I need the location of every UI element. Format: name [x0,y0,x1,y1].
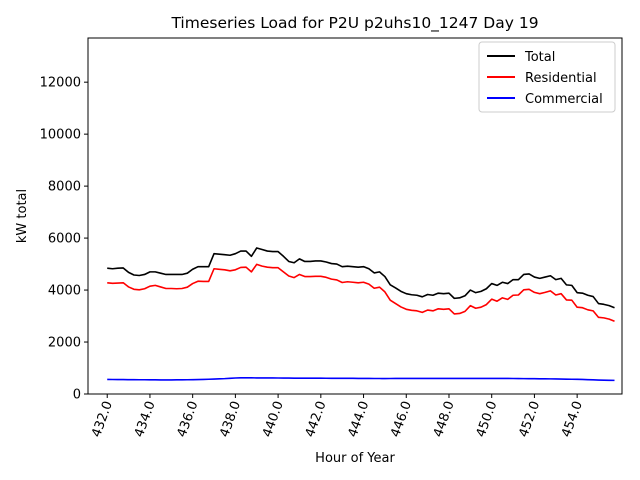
y-axis-label: kW total [15,189,30,243]
legend: Total Residential Commercial [478,41,616,113]
series-line-commercial [107,376,615,382]
x-tick-label: 450.0 [474,399,501,439]
x-axis-label: Hour of Year [315,451,395,466]
chart-title: Timeseries Load for P2U p2uhs10_1247 Day… [170,14,538,33]
y-tick-label: 0 [73,388,81,403]
x-tick-label: 448.0 [431,399,458,439]
x-tick-label: 440.0 [260,399,287,439]
legend-label-commercial: Commercial [525,92,603,107]
x-tick-label: 442.0 [303,399,330,439]
legend-label-residential: Residential [525,71,597,86]
x-tick-label: 436.0 [175,399,202,439]
series-line-residential [107,263,615,322]
y-tick-label: 2000 [48,336,81,351]
legend-label-total: Total [524,50,555,65]
x-tick-label: 444.0 [345,399,372,439]
y-tick-label: 6000 [48,232,81,247]
y-tick-label: 4000 [48,284,81,299]
x-tick-label: 434.0 [132,399,159,439]
y-axis: 0 2000 4000 6000 8000 10000 12000 [40,76,88,403]
x-tick-label: 432.0 [89,399,116,439]
y-tick-label: 12000 [40,76,81,91]
y-tick-label: 10000 [40,128,81,143]
y-tick-label: 8000 [48,180,81,195]
x-axis: 432.0 434.0 436.0 438.0 440.0 442.0 444.0 446.0… [89,394,586,439]
axes-frame [87,37,623,395]
x-tick-label: 452.0 [516,399,543,439]
x-tick-label: 446.0 [388,399,415,439]
legend-box [478,41,616,113]
series-layer [107,247,615,382]
series-line-total [107,247,615,309]
x-tick-label: 454.0 [559,399,586,439]
x-tick-label: 438.0 [217,399,244,439]
